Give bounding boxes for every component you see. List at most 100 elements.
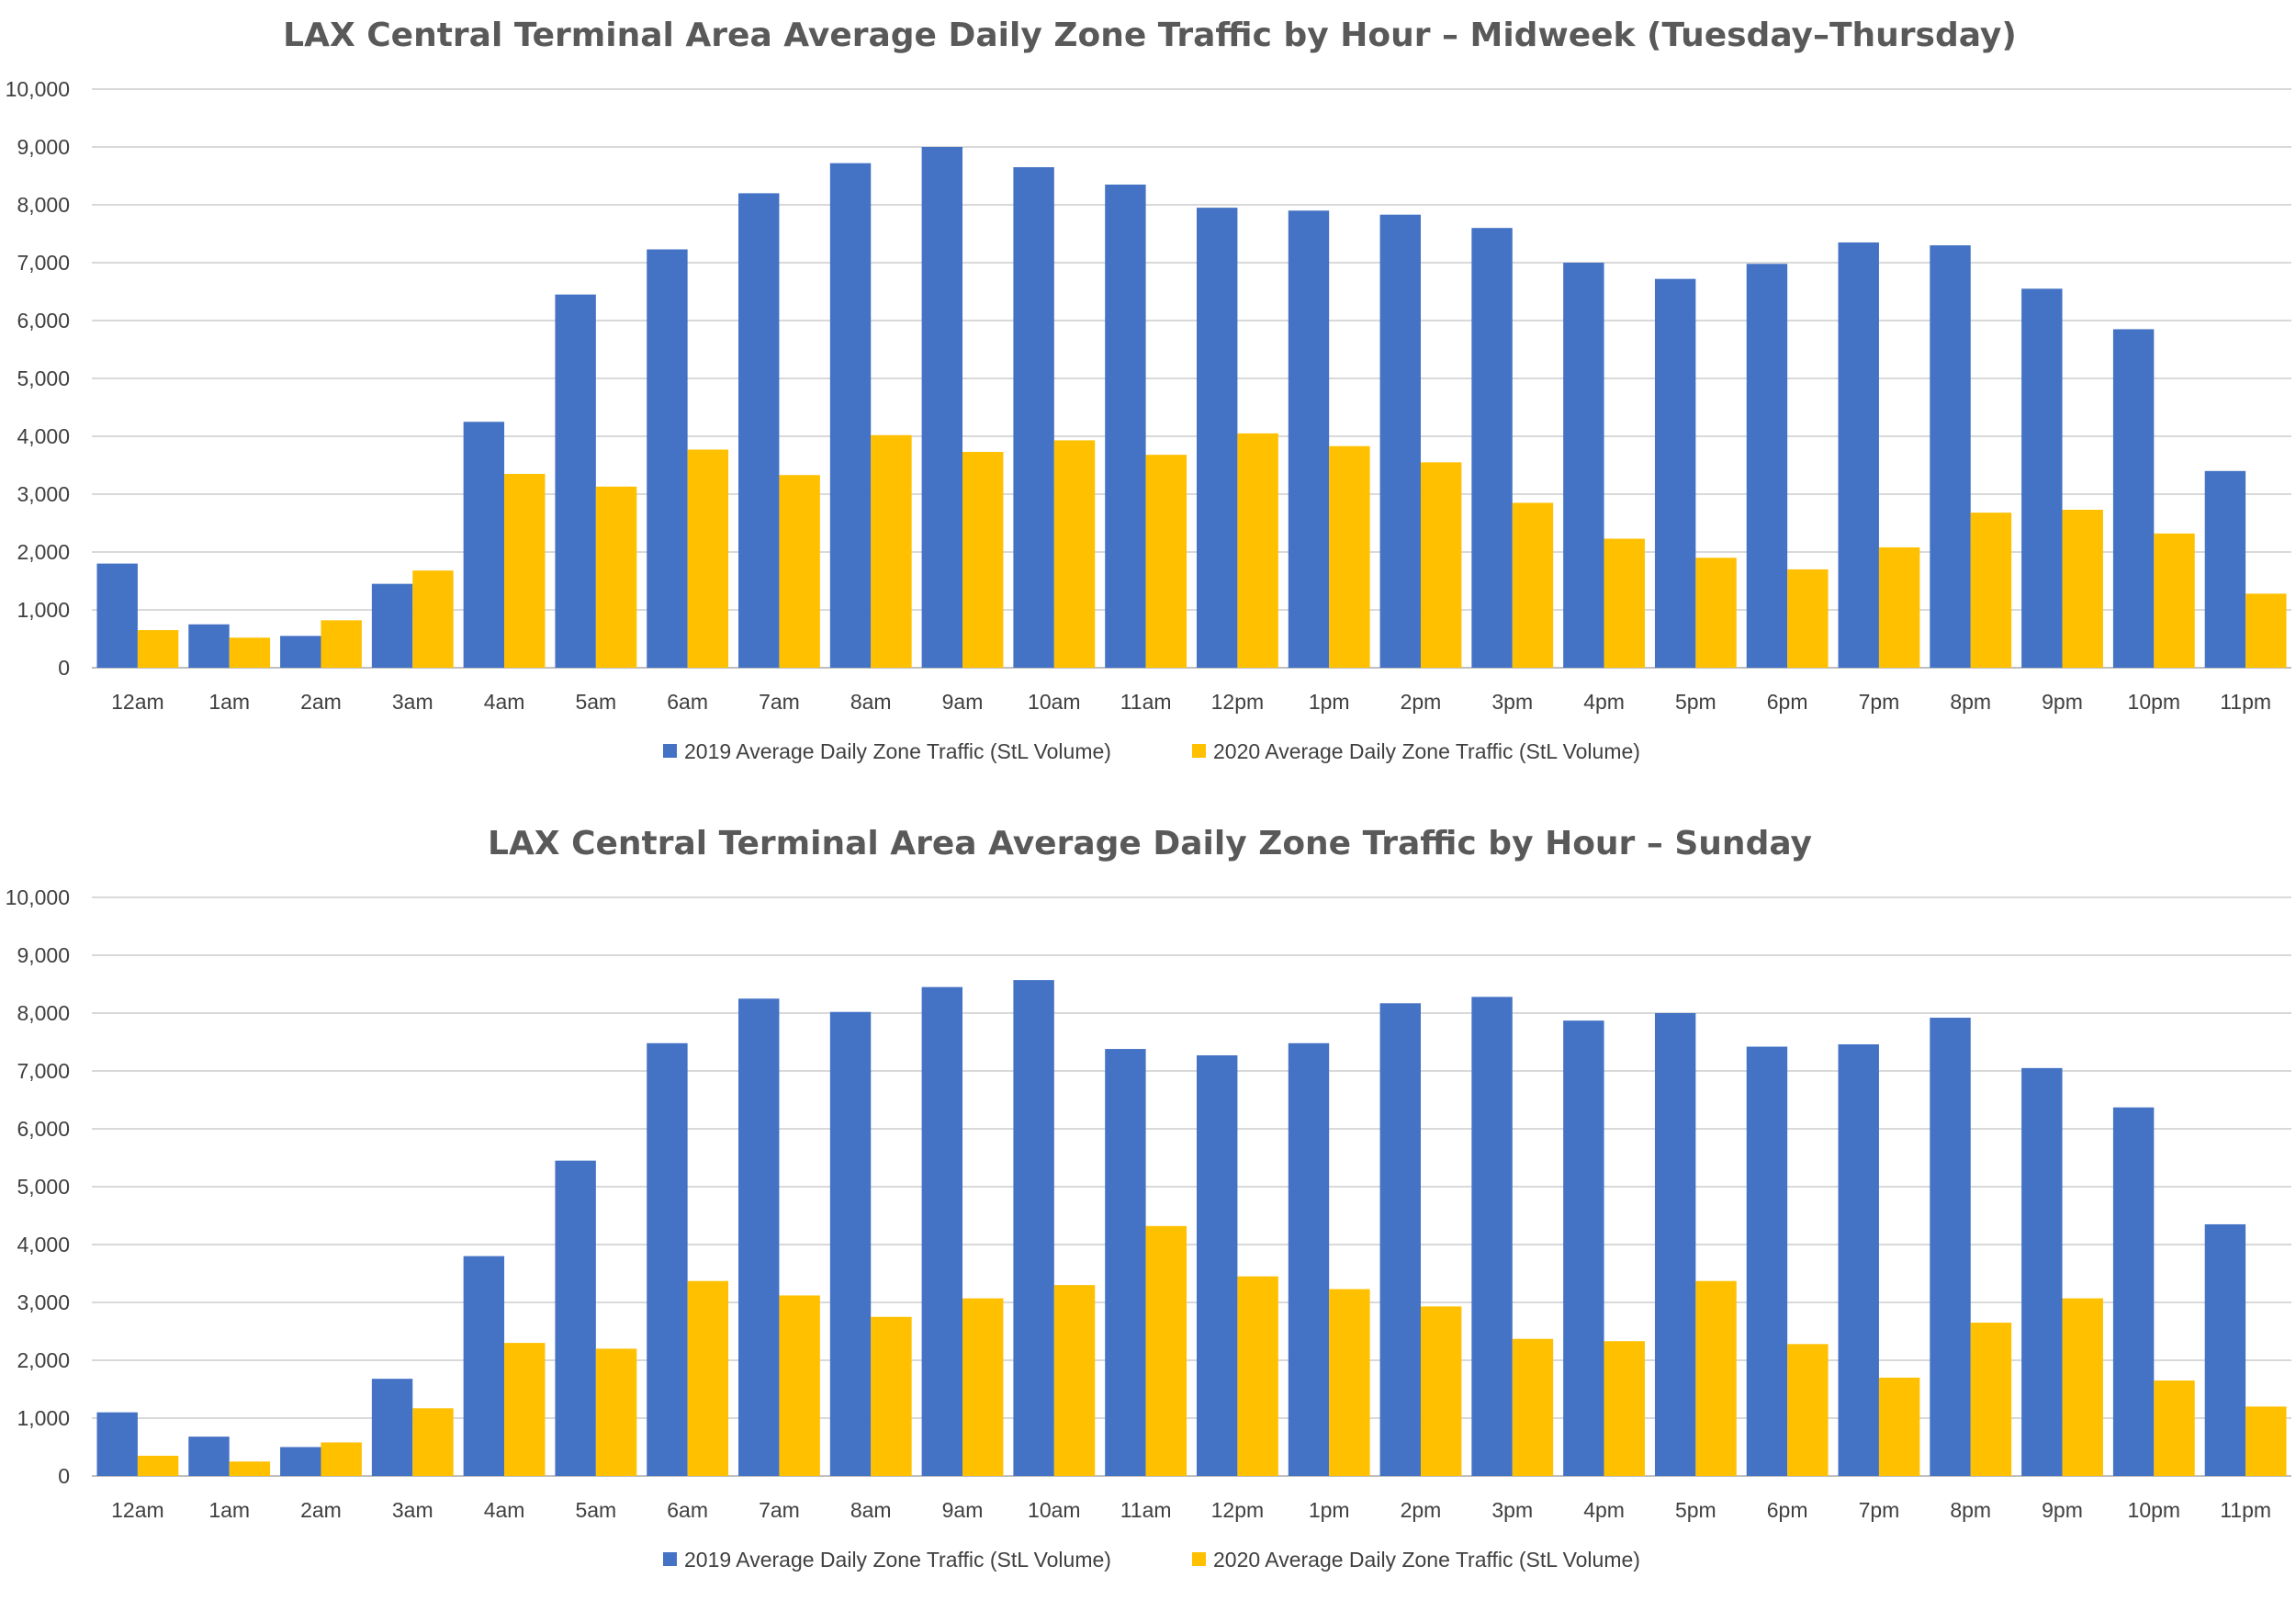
bar-2020 (779, 1295, 820, 1476)
bar-2020 (2062, 1298, 2103, 1476)
bar-2020 (1512, 1338, 1554, 1476)
x-tick-label: 9am (942, 690, 984, 714)
legend-swatch (663, 1552, 677, 1566)
chart-sunday: LAX Central Terminal Area Average Daily … (0, 808, 2296, 1600)
x-tick-label: 5am (575, 690, 616, 714)
x-tick-label: 10am (1028, 1498, 1081, 1522)
chart-midweek: LAX Central Terminal Area Average Daily … (0, 0, 2296, 792)
y-tick-label: 7,000 (17, 251, 70, 275)
bar-2019 (921, 986, 963, 1476)
bar-2019 (96, 563, 138, 668)
legend-label: 2019 Average Daily Zone Traffic (StL Vol… (684, 1548, 1111, 1572)
y-tick-label: 2,000 (17, 1348, 70, 1372)
bar-2019 (647, 249, 688, 668)
bar-2020 (1695, 558, 1737, 668)
bar-2019 (921, 147, 963, 668)
bar-2019 (1930, 245, 1971, 668)
bar-2019 (280, 1447, 321, 1476)
bar-2020 (1878, 546, 1920, 668)
x-tick-label: 5am (575, 1498, 616, 1522)
y-tick-label: 8,000 (17, 1001, 70, 1025)
x-tick-label: 7am (759, 1498, 800, 1522)
bar-2019 (1379, 214, 1421, 668)
x-tick-label: 2am (300, 1498, 342, 1522)
bar-2020 (1787, 1344, 1829, 1476)
x-tick-label: 1pm (1309, 1498, 1350, 1522)
bar-2019 (647, 1042, 688, 1476)
x-tick-label: 1pm (1309, 690, 1350, 714)
bar-2020 (1237, 1276, 1278, 1476)
bar-2020 (871, 1316, 912, 1476)
x-tick-label: 7pm (1859, 1498, 1900, 1522)
bar-2019 (1288, 1042, 1330, 1476)
bar-2019 (829, 163, 872, 668)
legend-label: 2020 Average Daily Zone Traffic (StL Vol… (1213, 739, 1640, 763)
x-tick-label: 8am (850, 1498, 892, 1522)
bar-2019 (555, 1160, 596, 1476)
bar-2020 (687, 449, 729, 668)
y-tick-label: 6,000 (17, 1117, 70, 1141)
bar-2020 (1787, 569, 1829, 668)
chart-midweek-svg: LAX Central Terminal Area Average Daily … (6, 17, 2291, 763)
bar-2019 (1013, 167, 1054, 669)
bar-2019 (463, 422, 505, 668)
bar-2019 (2204, 1223, 2246, 1476)
y-tick-label: 5,000 (17, 366, 70, 390)
legend-label: 2019 Average Daily Zone Traffic (StL Vol… (684, 739, 1111, 763)
bar-2020 (2154, 1380, 2195, 1476)
bar-2019 (1013, 980, 1054, 1476)
bar-2020 (229, 1461, 271, 1476)
x-tick-label: 3pm (1491, 690, 1533, 714)
bar-2019 (371, 1379, 413, 1476)
x-tick-label: 1am (208, 690, 250, 714)
legend-swatch (663, 744, 677, 758)
y-tick-label: 8,000 (17, 193, 70, 217)
bar-2020 (1970, 1323, 2012, 1476)
x-tick-label: 1am (208, 1498, 250, 1522)
bar-2020 (1878, 1377, 1920, 1476)
y-tick-label: 4,000 (17, 424, 70, 448)
x-tick-label: 2pm (1401, 690, 1442, 714)
bar-2019 (280, 636, 321, 668)
y-tick-label: 10,000 (6, 77, 70, 101)
bar-2020 (687, 1280, 729, 1476)
x-tick-label: 6am (667, 1498, 708, 1522)
bar-2019 (1654, 278, 1696, 668)
bar-2020 (1053, 1285, 1096, 1476)
bar-2020 (504, 473, 546, 668)
bar-2019 (1563, 263, 1604, 668)
x-tick-label: 12am (111, 690, 164, 714)
x-tick-label: 4pm (1583, 1498, 1625, 1522)
y-tick-label: 2,000 (17, 540, 70, 564)
bar-2019 (1196, 1054, 1238, 1476)
x-tick-label: 6pm (1767, 690, 1808, 714)
y-tick-label: 6,000 (17, 309, 70, 332)
bar-2019 (1105, 1049, 1146, 1476)
bar-2020 (2245, 593, 2287, 668)
bar-2020 (1604, 538, 1645, 668)
bar-2019 (188, 1437, 230, 1476)
bar-2020 (2154, 533, 2195, 668)
bar-2020 (1420, 462, 1462, 668)
bar-2020 (504, 1343, 546, 1476)
bar-2020 (1329, 445, 1370, 668)
y-tick-label: 0 (58, 1464, 70, 1488)
x-tick-label: 12pm (1211, 690, 1265, 714)
bar-2019 (2112, 329, 2155, 668)
bar-2019 (463, 1256, 505, 1476)
bar-2019 (188, 624, 230, 668)
bar-2020 (595, 486, 637, 668)
y-tick-label: 10,000 (6, 885, 70, 909)
y-tick-label: 1,000 (17, 598, 70, 622)
bar-2020 (779, 475, 820, 668)
y-tick-label: 9,000 (17, 943, 70, 967)
x-tick-label: 3am (392, 1498, 433, 1522)
bar-2020 (1145, 1225, 1187, 1476)
x-tick-label: 11am (1120, 690, 1172, 714)
x-tick-label: 6am (667, 690, 708, 714)
y-tick-label: 7,000 (17, 1059, 70, 1083)
chart-title: LAX Central Terminal Area Average Daily … (283, 17, 2017, 54)
x-tick-label: 4am (484, 1498, 525, 1522)
y-tick-label: 5,000 (17, 1175, 70, 1199)
x-tick-label: 8am (850, 690, 892, 714)
